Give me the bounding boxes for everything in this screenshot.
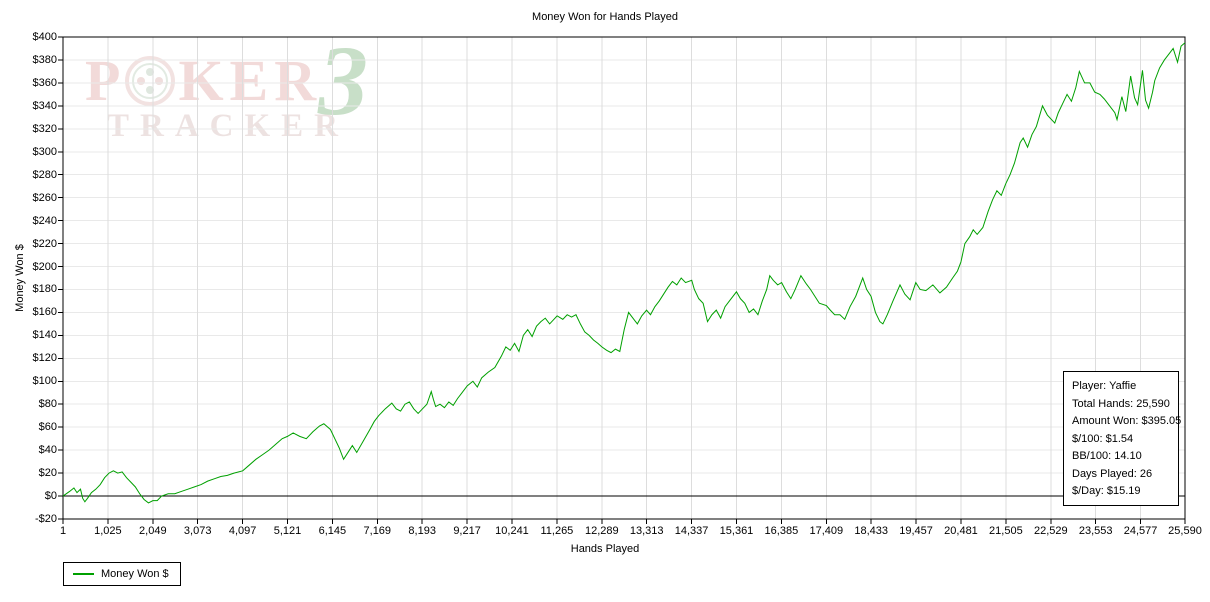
y-tick-label: $20 xyxy=(38,467,57,480)
x-tick-label: 16,385 xyxy=(764,525,799,537)
x-tick-label: 21,505 xyxy=(989,525,1023,537)
chart-title: Money Won for Hands Played xyxy=(532,11,678,23)
stat-total-hands: Total Hands: 25,590 xyxy=(1072,397,1170,410)
y-tick-label: $280 xyxy=(32,168,57,181)
y-tick-label: $380 xyxy=(32,53,57,66)
x-tick-label: 20,481 xyxy=(944,525,978,537)
x-tick-label: 7,169 xyxy=(363,525,392,537)
x-tick-label: 1 xyxy=(59,525,67,537)
y-tick-label: $100 xyxy=(32,375,57,388)
y-tick-label: $40 xyxy=(38,444,57,457)
y-tick-label: $180 xyxy=(32,283,57,296)
stat-days-played: Days Played: 26 xyxy=(1072,467,1153,480)
y-tick-label: $80 xyxy=(38,398,57,411)
y-tick-label: $260 xyxy=(32,191,57,204)
x-tick-label: 18,433 xyxy=(854,525,888,537)
y-tick-label: $360 xyxy=(32,76,57,89)
x-tick-label: 13,313 xyxy=(629,525,664,537)
x-tick-label: 25,590 xyxy=(1168,525,1202,537)
x-tick-label: 24,577 xyxy=(1123,525,1158,537)
y-tick-label: $320 xyxy=(32,122,57,135)
stat-dollars-per-100: $/100: $1.54 xyxy=(1072,432,1134,445)
x-tick-label: 11,265 xyxy=(540,525,574,537)
x-tick-label: 23,553 xyxy=(1078,525,1113,537)
y-tick-label: $160 xyxy=(32,306,57,319)
stat-dollars-per-day: $/Day: $15.19 xyxy=(1072,485,1141,497)
x-tick-label: 14,337 xyxy=(674,525,709,537)
y-tick-label: $200 xyxy=(32,260,57,273)
x-axis-title: Hands Played xyxy=(570,543,640,555)
chart-legend: Money Won $ xyxy=(63,562,181,586)
x-tick-label: 1,025 xyxy=(94,525,122,537)
x-tick-label: 3,073 xyxy=(183,525,212,537)
x-tick-label: 5,121 xyxy=(273,525,302,537)
x-tick-label: 10,241 xyxy=(495,525,529,537)
x-tick-label: 15,361 xyxy=(719,525,754,537)
y-tick-label: $120 xyxy=(32,352,57,365)
x-tick-label: 19,457 xyxy=(899,525,933,537)
x-tick-label: 17,409 xyxy=(809,525,844,537)
x-tick-label: 12,289 xyxy=(584,525,619,537)
stat-player: Player: Yaffie xyxy=(1072,380,1137,392)
y-tick-label: $240 xyxy=(32,214,57,227)
session-stats-info-box: Player: Yaffie Total Hands: 25,590 Amoun… xyxy=(1063,371,1182,506)
y-tick-label: $340 xyxy=(32,99,57,112)
stat-amount-won: Amount Won: $395.05 xyxy=(1072,415,1182,427)
y-tick-label: $400 xyxy=(32,31,57,43)
y-tick-label: $0 xyxy=(44,490,57,503)
y-tick-label: $300 xyxy=(32,145,57,158)
legend-series-label: Money Won $ xyxy=(101,568,169,580)
x-tick-label: 22,529 xyxy=(1033,525,1068,537)
y-tick-label: $140 xyxy=(32,329,57,342)
stat-bb-per-100: BB/100: 14.10 xyxy=(1072,450,1142,462)
x-tick-label: 6,145 xyxy=(318,525,347,537)
y-tick-label: $220 xyxy=(32,237,57,250)
x-tick-label: 2,049 xyxy=(139,525,167,537)
y-tick-label: -$20 xyxy=(34,513,57,525)
y-axis-title: Money Won $ xyxy=(14,244,26,312)
y-tick-label: $60 xyxy=(38,421,57,434)
x-tick-label: 4,097 xyxy=(228,525,257,537)
x-tick-label: 9,217 xyxy=(453,525,481,537)
legend-line-swatch xyxy=(73,573,94,575)
x-tick-label: 8,193 xyxy=(408,525,436,537)
